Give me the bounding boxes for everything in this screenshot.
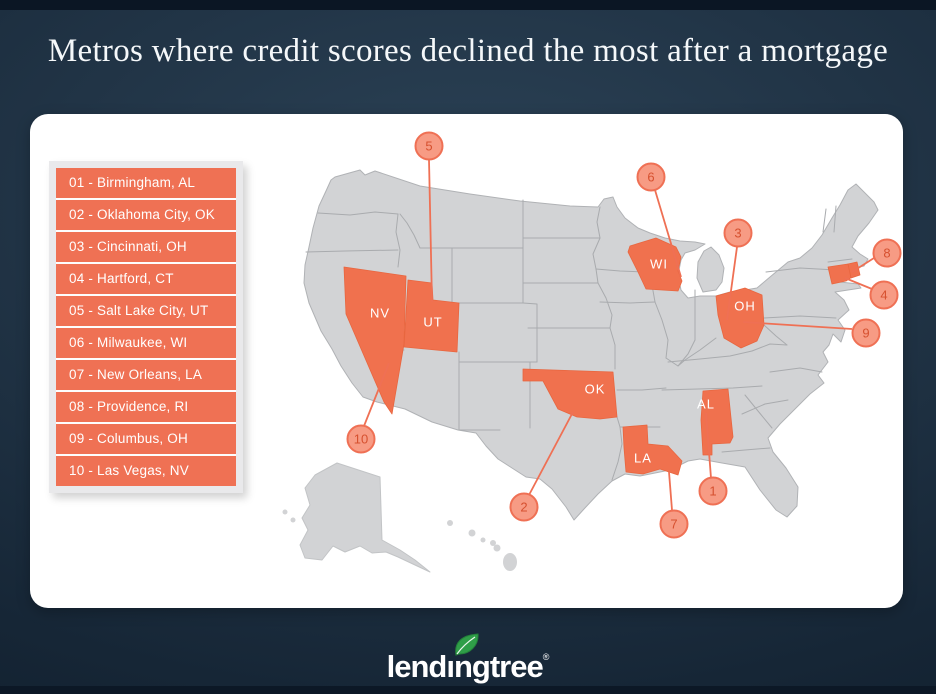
state-ohio	[715, 287, 765, 349]
marker-pin	[872, 238, 902, 268]
marker-pin	[659, 509, 689, 539]
marker-number: 7	[670, 517, 677, 532]
state-oklahoma	[522, 368, 618, 420]
marker-number: 3	[734, 226, 741, 241]
top-border-strip	[0, 0, 936, 10]
legend-item: 07 - New Orleans, LA	[56, 360, 236, 392]
state-label: NV	[370, 306, 390, 321]
legend-item: 06 - Milwaukee, WI	[56, 328, 236, 360]
state-label: OK	[585, 382, 606, 397]
state-alabama	[700, 388, 734, 456]
lendingtree-wordmark: lendıngtree®	[386, 633, 550, 684]
aleutian-islands	[282, 509, 296, 523]
alaska-shape	[299, 462, 431, 573]
state-labels: NV UT WI OH OK LA AL	[370, 257, 756, 466]
us-map: NV UT WI OH OK LA AL 1 2 3 4 5 6 7 8 9 10	[282, 131, 902, 573]
marker-pin	[414, 131, 444, 161]
michigan-mitten-shape	[696, 246, 725, 293]
legend-item: 01 - Birmingham, AL	[56, 168, 236, 200]
marker-line	[742, 321, 853, 330]
marker-number: 6	[647, 170, 654, 185]
marker-pin	[346, 424, 376, 454]
marker-line	[528, 411, 574, 496]
map-card: NV UT WI OH OK LA AL 1 2 3 4 5 6 7 8 9 10 01 - Birmingh…	[30, 114, 903, 608]
marker-line	[851, 257, 875, 273]
legend-panel: 01 - Birmingham, AL 02 - Oklahoma City, O…	[49, 161, 243, 493]
legend-item: 09 - Columbus, OH	[56, 424, 236, 456]
marker-number: 5	[425, 139, 432, 154]
marker-pin	[509, 492, 539, 522]
marker-line	[844, 277, 873, 290]
bottom-border-strip	[0, 686, 936, 694]
legend-item: 10 - Las Vegas, NV	[56, 456, 236, 486]
state-label: WI	[650, 257, 668, 272]
marker-number: 4	[880, 288, 887, 303]
marker-number: 8	[883, 246, 890, 261]
legend-item: 02 - Oklahoma City, OK	[56, 200, 236, 232]
legend-item: 04 - Hartford, CT	[56, 264, 236, 296]
page-title: Metros where credit scores declined the …	[47, 33, 889, 69]
marker-line	[726, 246, 738, 321]
marker-line	[363, 362, 390, 427]
marker-number: 9	[862, 326, 869, 341]
marker-pin	[851, 318, 881, 348]
state-borders	[305, 199, 853, 481]
marker-number: 2	[520, 500, 527, 515]
marker-line	[654, 189, 682, 278]
state-label: AL	[697, 397, 715, 412]
state-wisconsin	[627, 237, 683, 292]
marker-pin	[869, 280, 899, 310]
legend-item: 08 - Providence, RI	[56, 392, 236, 424]
marker-pin	[698, 476, 728, 506]
state-label: UT	[423, 315, 442, 330]
state-label: OH	[734, 299, 756, 314]
marker-line	[668, 471, 673, 511]
marker-pin	[723, 218, 753, 248]
marker-line	[705, 412, 712, 479]
marker-line	[428, 159, 433, 303]
highlighted-states	[343, 237, 861, 476]
state-nevada	[343, 266, 407, 415]
us-mainland-shape	[303, 169, 879, 521]
marker-number: 1	[709, 484, 716, 499]
registered-mark: ®	[542, 652, 550, 662]
map-markers: 1 2 3 4 5 6 7 8 9 10	[346, 131, 902, 539]
lendingtree-logo: lendıngtree®	[0, 630, 936, 682]
wordmark-text: lendıngtree	[386, 649, 544, 684]
legend-item: 03 - Cincinnati, OH	[56, 232, 236, 264]
legend-item: 05 - Salt Lake City, UT	[56, 296, 236, 328]
marker-number: 10	[354, 432, 368, 447]
hawaii-islands	[447, 520, 517, 571]
state-louisiana	[622, 424, 683, 476]
marker-pin	[636, 162, 666, 192]
leaf-icon	[455, 633, 479, 656]
state-label: LA	[634, 451, 652, 466]
